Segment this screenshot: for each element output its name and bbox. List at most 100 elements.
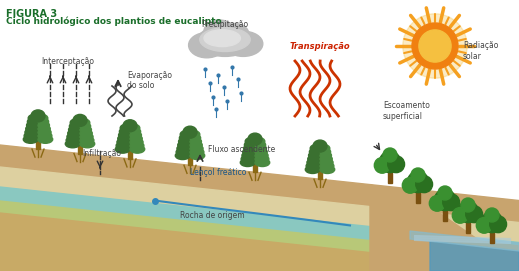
Ellipse shape xyxy=(320,148,331,156)
Ellipse shape xyxy=(25,128,38,136)
Ellipse shape xyxy=(190,131,200,138)
Circle shape xyxy=(407,171,429,193)
Ellipse shape xyxy=(204,30,240,47)
Ellipse shape xyxy=(320,159,333,166)
Ellipse shape xyxy=(255,155,269,163)
Text: Infiltração: Infiltração xyxy=(82,149,121,157)
Ellipse shape xyxy=(190,148,204,156)
Ellipse shape xyxy=(241,155,255,163)
Circle shape xyxy=(443,194,459,211)
Ellipse shape xyxy=(313,140,327,152)
Polygon shape xyxy=(0,187,519,257)
Ellipse shape xyxy=(188,33,225,58)
Ellipse shape xyxy=(26,125,38,133)
Ellipse shape xyxy=(28,118,38,125)
Ellipse shape xyxy=(320,162,334,170)
Ellipse shape xyxy=(80,140,94,148)
Text: Transpiração: Transpiração xyxy=(290,42,351,51)
Ellipse shape xyxy=(38,125,50,133)
Ellipse shape xyxy=(80,119,90,126)
Ellipse shape xyxy=(177,145,190,152)
Ellipse shape xyxy=(180,134,190,141)
Ellipse shape xyxy=(130,145,145,153)
Ellipse shape xyxy=(240,159,255,166)
Ellipse shape xyxy=(69,126,80,133)
Ellipse shape xyxy=(244,141,255,149)
Text: Lençol freático: Lençol freático xyxy=(190,168,247,177)
Ellipse shape xyxy=(24,132,38,140)
Circle shape xyxy=(429,195,445,211)
Ellipse shape xyxy=(200,28,250,51)
Text: Ciclo hidrológico dos plantios de eucalipto: Ciclo hidrológico dos plantios de eucali… xyxy=(6,17,222,27)
Ellipse shape xyxy=(320,152,332,159)
Bar xyxy=(188,133,192,165)
Ellipse shape xyxy=(130,135,142,142)
Ellipse shape xyxy=(176,148,190,156)
Ellipse shape xyxy=(190,145,203,152)
Ellipse shape xyxy=(130,142,144,150)
Bar xyxy=(388,170,392,183)
Ellipse shape xyxy=(130,138,143,146)
Ellipse shape xyxy=(38,135,53,143)
Ellipse shape xyxy=(65,140,80,148)
Ellipse shape xyxy=(221,24,249,44)
Ellipse shape xyxy=(255,148,267,156)
Ellipse shape xyxy=(130,125,140,131)
Polygon shape xyxy=(0,145,519,222)
Ellipse shape xyxy=(255,152,268,159)
Bar xyxy=(318,147,322,179)
Circle shape xyxy=(438,186,452,200)
Ellipse shape xyxy=(70,119,80,126)
Ellipse shape xyxy=(320,166,335,173)
Ellipse shape xyxy=(38,115,48,122)
Ellipse shape xyxy=(190,141,202,149)
Ellipse shape xyxy=(130,131,142,139)
Bar xyxy=(36,117,40,149)
Text: Evaporação
do solo: Evaporação do solo xyxy=(127,71,172,91)
Text: FIGURA 3: FIGURA 3 xyxy=(6,9,57,19)
Ellipse shape xyxy=(118,135,130,142)
Ellipse shape xyxy=(38,122,49,129)
Bar xyxy=(78,121,82,154)
Ellipse shape xyxy=(38,132,52,140)
Ellipse shape xyxy=(70,122,80,130)
Circle shape xyxy=(402,178,418,193)
Ellipse shape xyxy=(320,155,332,163)
Circle shape xyxy=(453,208,468,223)
Ellipse shape xyxy=(175,151,190,160)
Polygon shape xyxy=(0,201,519,269)
Text: Fluxo ascendente: Fluxo ascendente xyxy=(208,144,275,153)
Circle shape xyxy=(476,218,492,233)
Ellipse shape xyxy=(204,20,235,42)
Circle shape xyxy=(466,206,483,223)
Circle shape xyxy=(383,148,397,162)
Polygon shape xyxy=(370,185,519,271)
Ellipse shape xyxy=(118,131,130,139)
Ellipse shape xyxy=(120,125,130,131)
Circle shape xyxy=(411,168,425,182)
Ellipse shape xyxy=(197,25,253,56)
Circle shape xyxy=(461,198,475,212)
Ellipse shape xyxy=(242,152,255,159)
Ellipse shape xyxy=(80,133,93,141)
Ellipse shape xyxy=(190,138,201,145)
Ellipse shape xyxy=(23,135,38,143)
Bar xyxy=(466,220,470,233)
Circle shape xyxy=(457,201,479,223)
Ellipse shape xyxy=(68,130,80,137)
Ellipse shape xyxy=(67,133,80,141)
Text: Precipitação: Precipitação xyxy=(201,20,249,29)
Text: Radiação
solar: Radiação solar xyxy=(463,41,498,61)
Ellipse shape xyxy=(130,128,141,135)
Ellipse shape xyxy=(31,110,45,122)
Ellipse shape xyxy=(190,134,201,141)
Circle shape xyxy=(419,30,451,62)
Ellipse shape xyxy=(243,145,255,152)
Ellipse shape xyxy=(38,128,51,136)
Ellipse shape xyxy=(310,145,320,152)
Ellipse shape xyxy=(179,138,190,145)
Ellipse shape xyxy=(308,155,320,163)
Ellipse shape xyxy=(306,162,320,170)
Ellipse shape xyxy=(177,141,190,149)
Ellipse shape xyxy=(119,128,130,135)
